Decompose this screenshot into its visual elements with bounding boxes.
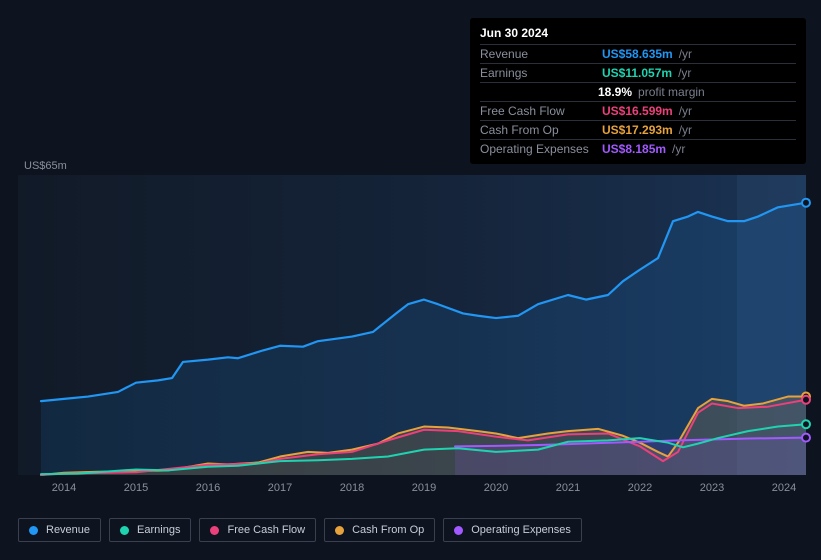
- tooltip-suffix: /yr: [679, 104, 692, 118]
- legend-item[interactable]: Operating Expenses: [443, 518, 582, 542]
- x-axis-tick: 2017: [268, 482, 292, 494]
- chart-tooltip: Jun 30 2024 RevenueUS$58.635m/yrEarnings…: [470, 18, 806, 164]
- legend-swatch: [335, 526, 344, 535]
- x-axis-tick: 2024: [772, 482, 796, 494]
- x-axis-tick: 2016: [196, 482, 220, 494]
- tooltip-metric-value: US$58.635m: [602, 47, 673, 61]
- tooltip-date: Jun 30 2024: [480, 26, 796, 40]
- tooltip-metric-value: US$8.185m: [602, 142, 666, 156]
- tooltip-suffix: /yr: [672, 142, 685, 156]
- legend-label: Operating Expenses: [471, 524, 571, 536]
- tooltip-metric-value: US$17.293m: [602, 123, 673, 137]
- tooltip-metric-label: Operating Expenses: [480, 142, 598, 156]
- y-axis-max-label: US$65m: [24, 160, 67, 172]
- tooltip-metric-value: US$16.599m: [602, 104, 673, 118]
- tooltip-metric-label: Cash From Op: [480, 123, 598, 137]
- legend-swatch: [29, 526, 38, 535]
- legend-label: Cash From Op: [352, 524, 424, 536]
- tooltip-metric-label: Earnings: [480, 66, 598, 80]
- tooltip-metric-label: Free Cash Flow: [480, 104, 598, 118]
- series-end-marker: [802, 434, 810, 442]
- legend-item[interactable]: Earnings: [109, 518, 191, 542]
- tooltip-metric-label: Revenue: [480, 47, 598, 61]
- legend-swatch: [120, 526, 129, 535]
- tooltip-suffix: /yr: [679, 123, 692, 137]
- tooltip-profit-margin: 18.9% profit margin: [480, 82, 796, 101]
- x-axis-tick: 2023: [700, 482, 724, 494]
- x-axis-tick: 2015: [124, 482, 148, 494]
- chart-svg: [18, 175, 806, 475]
- series-end-marker: [802, 396, 810, 404]
- tooltip-row: Cash From Op US$17.293m/yr: [480, 120, 796, 139]
- tooltip-suffix: /yr: [678, 66, 691, 80]
- financials-chart: US$65m US$0: [18, 175, 806, 475]
- legend-item[interactable]: Free Cash Flow: [199, 518, 316, 542]
- x-axis: 2014 2015 2016 2017 2018 2019 2020 2021 2022 2023…: [18, 482, 806, 500]
- legend-swatch: [454, 526, 463, 535]
- tooltip-row: Operating Expenses US$8.185m/yr: [480, 139, 796, 158]
- tooltip-row: Revenue US$58.635m/yr: [480, 44, 796, 63]
- x-axis-tick: 2014: [52, 482, 76, 494]
- x-axis-tick: 2022: [628, 482, 652, 494]
- legend-item[interactable]: Cash From Op: [324, 518, 435, 542]
- chart-legend: Revenue Earnings Free Cash Flow Cash From O…: [18, 518, 582, 542]
- profit-margin-label: profit margin: [638, 85, 705, 99]
- x-axis-tick: 2019: [412, 482, 436, 494]
- legend-label: Revenue: [46, 524, 90, 536]
- tooltip-row: Earnings US$11.057m/yr: [480, 63, 796, 82]
- series-end-marker: [802, 199, 810, 207]
- tooltip-metric-value: US$11.057m: [602, 66, 672, 80]
- tooltip-row: Free Cash Flow US$16.599m/yr: [480, 101, 796, 120]
- legend-item[interactable]: Revenue: [18, 518, 101, 542]
- legend-swatch: [210, 526, 219, 535]
- legend-label: Earnings: [137, 524, 180, 536]
- tooltip-suffix: /yr: [679, 47, 692, 61]
- x-axis-tick: 2020: [484, 482, 508, 494]
- legend-label: Free Cash Flow: [227, 524, 305, 536]
- x-axis-tick: 2018: [340, 482, 364, 494]
- series-end-marker: [802, 420, 810, 428]
- x-axis-tick: 2021: [556, 482, 580, 494]
- profit-margin-value: 18.9%: [598, 85, 632, 99]
